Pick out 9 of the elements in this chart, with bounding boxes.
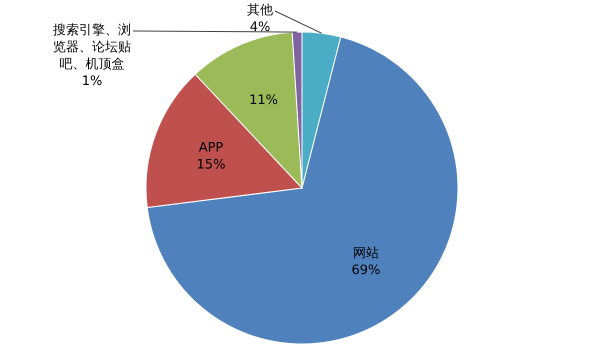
data-label: 11% [249, 93, 278, 108]
data-label: 15% [196, 158, 226, 173]
slice-label: APP [198, 140, 224, 156]
data-label: 69% [352, 263, 380, 278]
slice-label: 搜索引擎、浏览器、论坛贴吧、机顶盒 [53, 23, 131, 72]
slice-label: 其他 [247, 3, 273, 18]
data-label: 4% [250, 20, 270, 35]
data-label: 1% [82, 74, 102, 89]
slice-label: 网站 [352, 246, 379, 262]
